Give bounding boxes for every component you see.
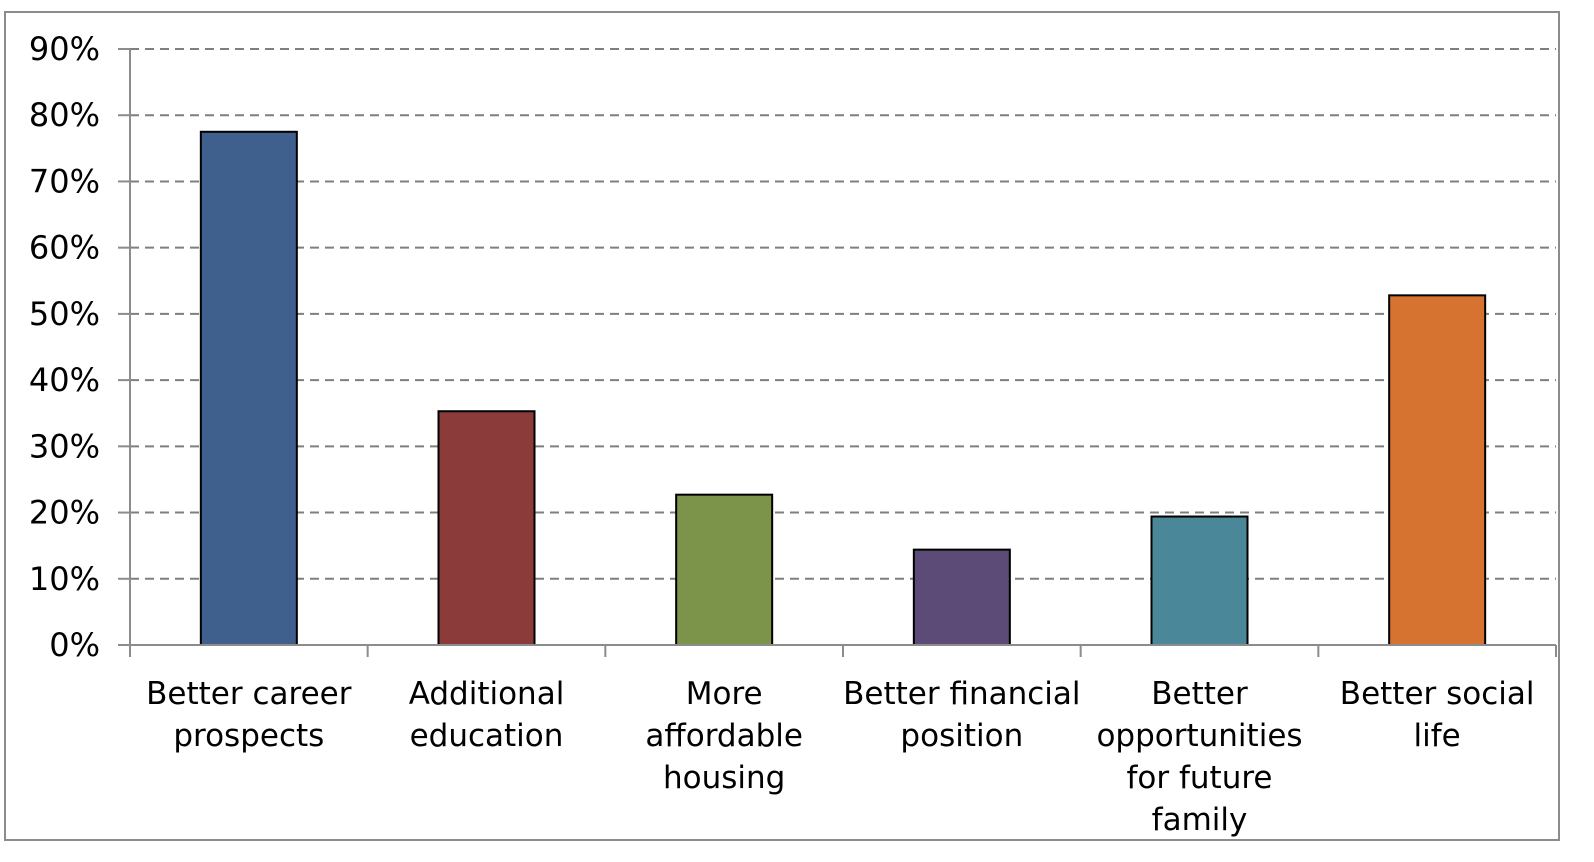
x-category-label-line: position — [900, 718, 1023, 754]
y-tick-label: 20% — [29, 494, 100, 532]
x-category-label-line: family — [1152, 802, 1248, 838]
x-category-label-line: Additional — [409, 676, 565, 712]
bar — [437, 410, 536, 647]
bar — [675, 493, 774, 647]
y-tick-label: 60% — [29, 229, 100, 267]
bar — [912, 548, 1011, 647]
y-tick-label: 50% — [29, 295, 100, 333]
x-category-label: Better career prospects — [146, 676, 352, 754]
x-category-label: More affordable housing — [645, 676, 803, 796]
x-category-label-line: opportunities — [1096, 718, 1302, 754]
x-category-label-line: More — [686, 676, 763, 712]
bar — [199, 130, 298, 646]
gridlines — [130, 48, 1556, 580]
x-category-label: Better social life — [1340, 676, 1535, 754]
x-category-label-line: Better career — [146, 676, 352, 712]
y-tick-label: 90% — [29, 30, 100, 68]
y-tick-label: 40% — [29, 361, 100, 399]
x-category-label-line: Better — [1151, 676, 1248, 712]
y-tick-label: 80% — [29, 96, 100, 134]
y-tick-label: 0% — [49, 626, 100, 664]
x-category-label-line: housing — [663, 760, 785, 796]
y-tick-label: 30% — [29, 427, 100, 465]
bars — [199, 130, 1487, 647]
y-tick-labels: 0% 10% 20% 30% 40% 50% 60% 70% 80% 90% — [29, 30, 100, 664]
x-category-label-line: for future — [1127, 760, 1273, 796]
x-category-label-line: prospects — [173, 718, 324, 754]
y-tick-label: 70% — [29, 162, 100, 200]
y-tick-label: 10% — [29, 560, 100, 598]
x-category-label: Better financial position — [843, 676, 1080, 754]
x-category-label: Additional education — [409, 676, 565, 754]
x-category-labels: Better career prospects Additional educatio… — [146, 676, 1534, 838]
bar — [1150, 515, 1249, 646]
x-category-label-line: life — [1414, 718, 1461, 754]
x-category-label-line: affordable — [645, 718, 803, 754]
x-category-label: Better opportunities for future family — [1096, 676, 1302, 838]
x-category-label-line: Better financial — [843, 676, 1080, 712]
bar — [1388, 294, 1487, 646]
x-category-label-line: education — [410, 718, 564, 754]
axes — [118, 48, 1557, 657]
x-category-label-line: Better social — [1340, 676, 1535, 712]
